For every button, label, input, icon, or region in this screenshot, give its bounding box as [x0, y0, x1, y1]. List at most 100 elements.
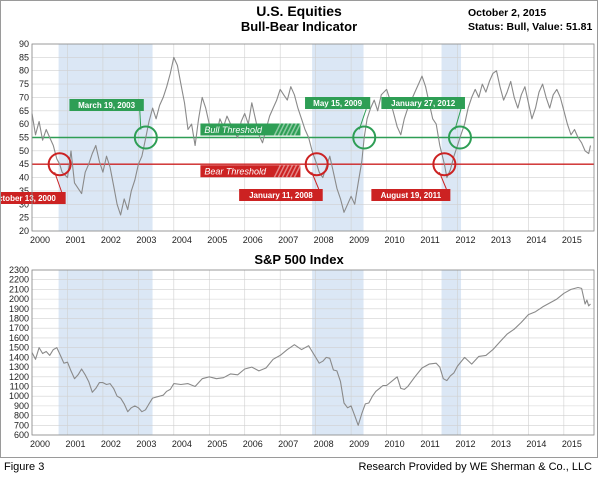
- bear-callout-box: [239, 189, 323, 201]
- series-line: [31, 286, 591, 426]
- x-tick-label: 2011: [420, 439, 439, 449]
- y-tick-label: 85: [19, 52, 29, 62]
- callout-leader: [438, 172, 447, 190]
- plot-frame: [31, 269, 595, 436]
- sp500-title: S&P 500 Index: [254, 252, 344, 267]
- y-tick-label: 1400: [9, 352, 29, 362]
- y-tick-label: 70: [19, 92, 29, 102]
- figure-credit: Research Provided by WE Sherman & Co., L…: [358, 461, 592, 473]
- recession-shade: [441, 270, 462, 435]
- tag-stripe: [277, 123, 286, 136]
- y-tick-label: 75: [19, 79, 29, 89]
- bull-threshold-tag: [200, 123, 301, 136]
- x-tick-label: 2010: [385, 439, 405, 449]
- recession-shade: [312, 270, 364, 435]
- y-tick-label: 1500: [9, 343, 29, 353]
- y-tick-label: 1000: [9, 391, 29, 401]
- x-tick-label: 2015: [562, 439, 582, 449]
- bear-threshold-label: Bear Threshold: [204, 167, 267, 177]
- x-tick-label: 2014: [526, 235, 546, 245]
- y-tick-label: 20: [19, 226, 29, 236]
- x-tick-label: 2004: [172, 235, 192, 245]
- callout-label: August 19, 2011: [381, 191, 442, 200]
- y-tick-label: 600: [14, 430, 29, 440]
- x-tick-label: 2005: [207, 235, 227, 245]
- bull-signal-circle: [447, 125, 472, 150]
- callout-label: March 19, 2003: [78, 101, 135, 110]
- y-tick-label: 50: [19, 146, 29, 156]
- x-tick-label: 2000: [30, 439, 50, 449]
- x-tick-label: 2006: [243, 439, 263, 449]
- y-tick-label: 30: [19, 199, 29, 209]
- figure-caption: Figure 3: [4, 461, 45, 473]
- x-tick-label: 2012: [455, 439, 475, 449]
- bear-signal-circle: [304, 152, 329, 177]
- callout-leader: [139, 110, 142, 130]
- y-tick-label: 60: [19, 119, 29, 129]
- callout-leader: [311, 172, 320, 190]
- y-tick-label: 35: [19, 186, 29, 196]
- x-tick-label: 2004: [172, 439, 192, 449]
- charts-canvas: U.S. Equities Bull-Bear Indicator Octobe…: [0, 3, 595, 449]
- bear-callout-box: [0, 192, 66, 204]
- bull-callout-box: [381, 97, 465, 109]
- x-tick-label: 2001: [65, 439, 85, 449]
- y-tick-label: 800: [14, 411, 29, 421]
- status-label: Status: Bull, Value: 51.81: [468, 21, 592, 33]
- callout-label: May 15, 2009: [313, 99, 362, 108]
- x-tick-label: 2000: [30, 235, 50, 245]
- y-tick-label: 1300: [9, 362, 29, 372]
- tag-stripe: [289, 123, 298, 136]
- x-tick-label: 2015: [562, 235, 582, 245]
- y-tick-label: 65: [19, 106, 29, 116]
- x-tick-label: 2002: [101, 439, 121, 449]
- bear-callout-box: [371, 189, 451, 201]
- series-line: [31, 56, 592, 216]
- bull-signal-circle: [352, 125, 377, 150]
- callout-label: January 11, 2008: [249, 191, 313, 200]
- callout-leader: [358, 108, 367, 130]
- y-tick-label: 900: [14, 401, 29, 411]
- x-tick-label: 2007: [278, 439, 298, 449]
- y-tick-label: 2200: [9, 275, 29, 285]
- plot-frame: [31, 43, 595, 232]
- bull-callout-box: [305, 97, 371, 109]
- tag-stripe: [289, 164, 298, 178]
- x-tick-label: 2013: [491, 439, 511, 449]
- tag-stripe: [285, 123, 294, 136]
- y-tick-label: 1600: [9, 333, 29, 343]
- y-tick-label: 2300: [9, 265, 29, 275]
- tag-stripe: [273, 164, 282, 178]
- tag-stripe: [285, 164, 294, 178]
- x-tick-label: 2002: [101, 235, 121, 245]
- y-tick-label: 1700: [9, 323, 29, 333]
- y-tick-label: 2000: [9, 294, 29, 304]
- y-tick-label: 25: [19, 213, 29, 223]
- x-tick-label: 2005: [207, 439, 227, 449]
- y-tick-label: 1800: [9, 314, 29, 324]
- callout-leader: [54, 172, 63, 193]
- bull-threshold-label: Bull Threshold: [204, 125, 263, 135]
- x-tick-label: 2009: [349, 439, 369, 449]
- bull-signal-circle: [133, 125, 158, 150]
- y-tick-label: 1200: [9, 372, 29, 382]
- tag-stripe: [277, 164, 286, 178]
- tag-stripe: [293, 164, 302, 178]
- x-tick-label: 2010: [385, 235, 405, 245]
- tag-stripe: [281, 123, 290, 136]
- y-tick-label: 1100: [10, 381, 29, 391]
- x-tick-label: 2006: [243, 235, 263, 245]
- y-tick-label: 700: [14, 420, 29, 430]
- x-tick-label: 2012: [455, 235, 475, 245]
- figure-frame: U.S. Equities Bull-Bear Indicator Octobe…: [0, 0, 598, 458]
- tag-stripe: [273, 123, 282, 136]
- bull-callout-box: [69, 99, 144, 111]
- date-label: October 2, 2015: [468, 7, 546, 19]
- x-tick-label: 2001: [65, 235, 85, 245]
- tag-stripe: [293, 123, 302, 136]
- bear-signal-circle: [432, 152, 457, 177]
- y-tick-label: 80: [19, 66, 29, 76]
- x-tick-label: 2003: [136, 439, 156, 449]
- sp500-chart: 6007008009001000110012001300140015001600…: [9, 265, 595, 449]
- callout-label: October 13, 2000: [1, 194, 56, 203]
